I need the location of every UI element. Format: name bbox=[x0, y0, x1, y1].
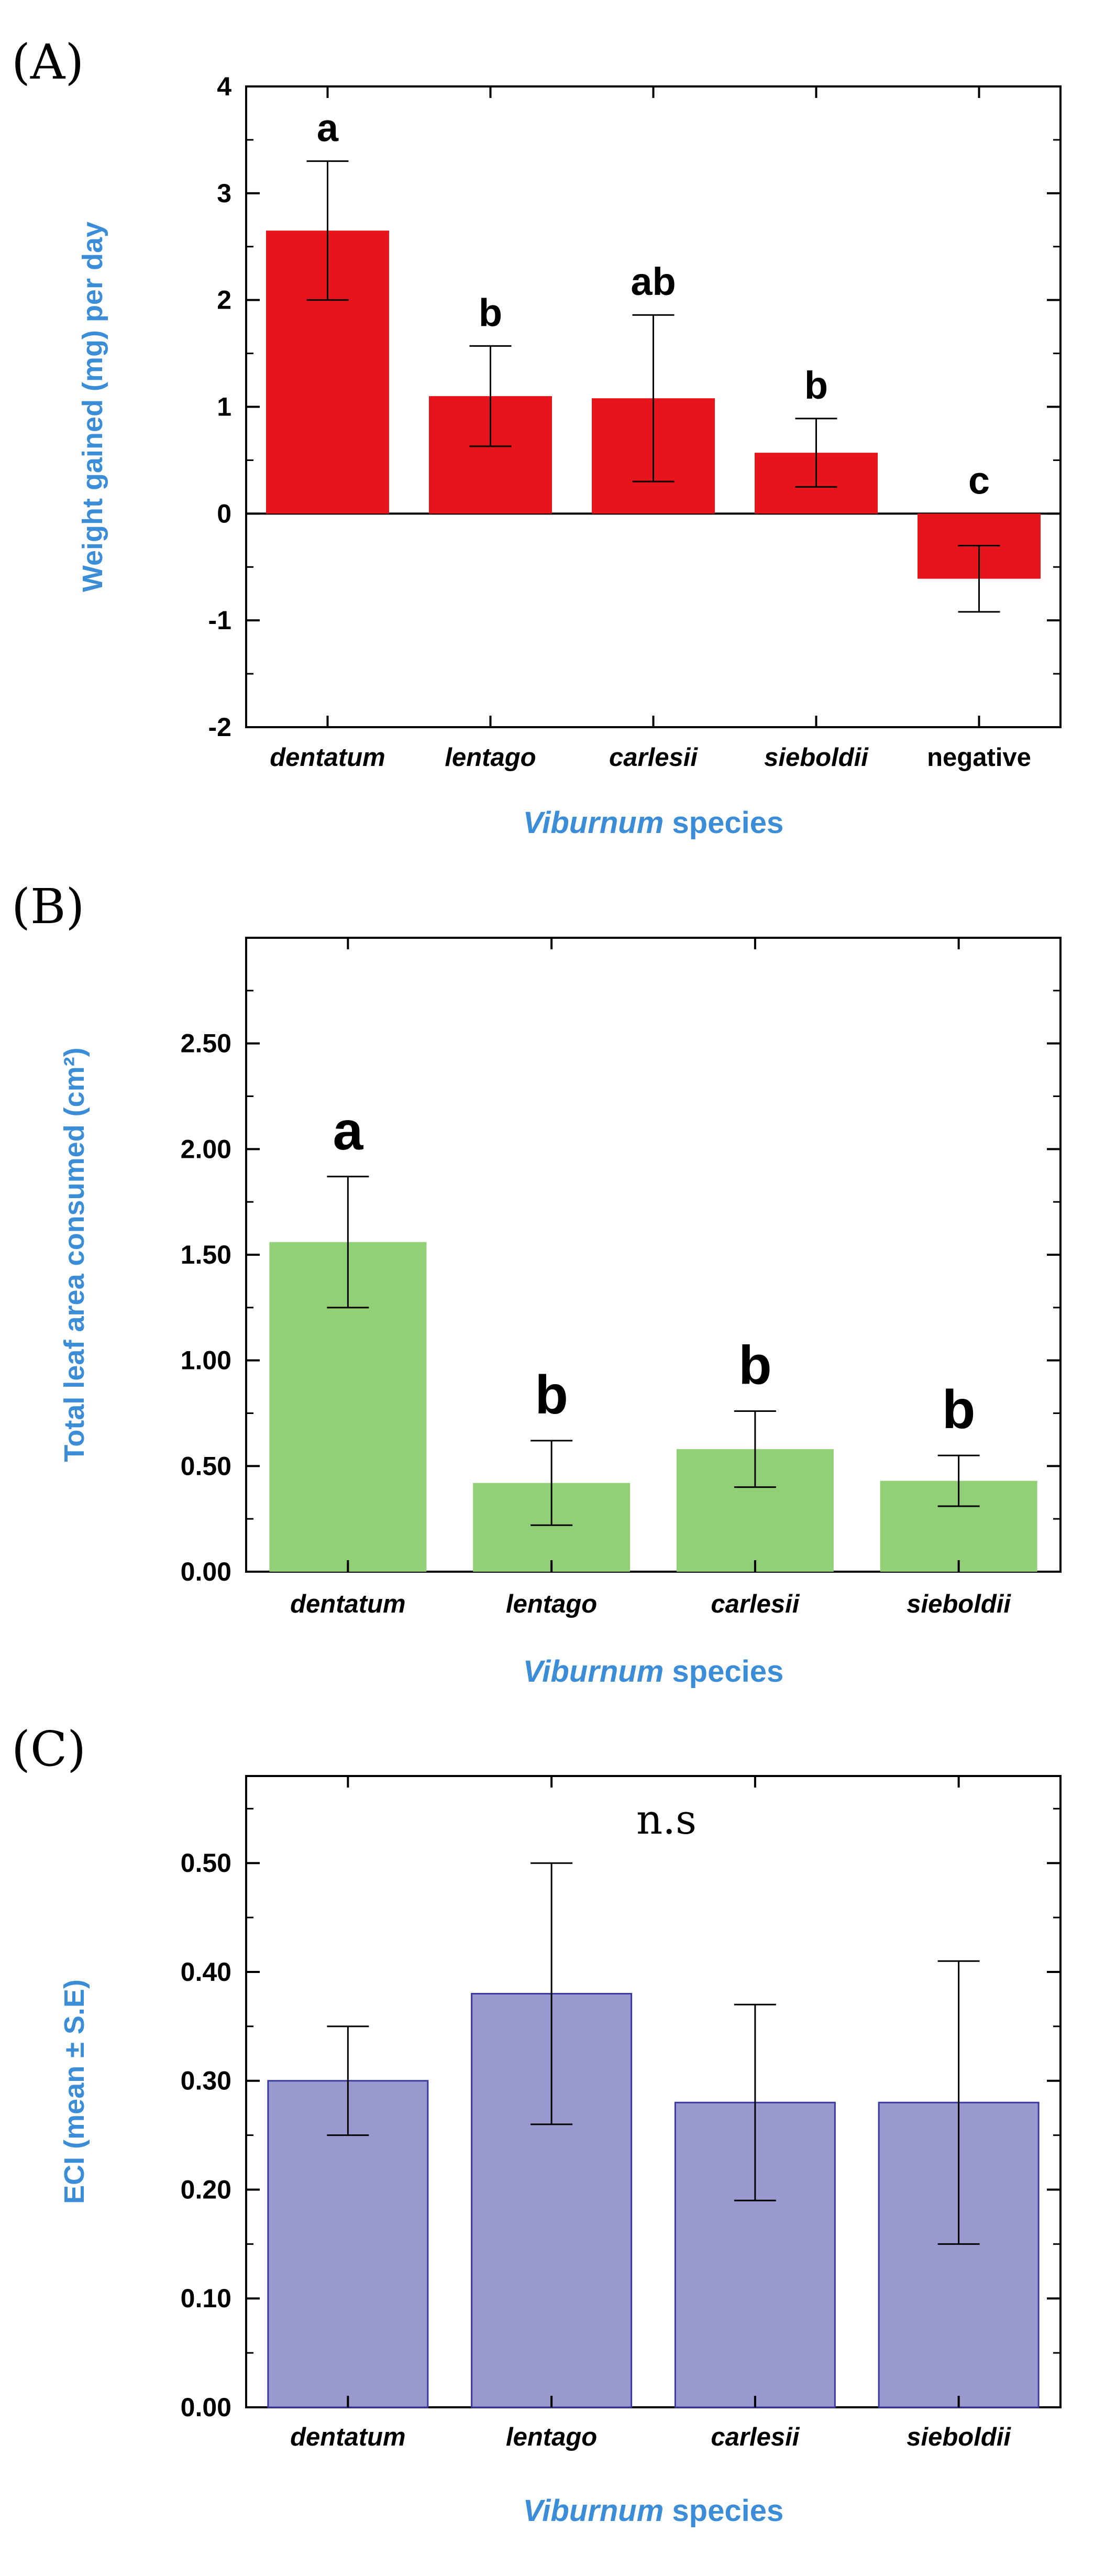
panel-a: (A) -2 -1 0 1 2 3 4 dentatum a lentago b carlesii ab… bbox=[12, 34, 1062, 840]
x-axis-title-genus: Viburnum bbox=[523, 2494, 664, 2528]
y-tick-label: 0.20 bbox=[181, 2175, 231, 2204]
panel-b-plot: 0.00 0.50 1.00 1.50 2.00 2.50 dentatum a lentago… bbox=[59, 937, 1062, 1689]
x-axis-title-genus: Viburnum bbox=[523, 806, 664, 840]
category-label-carlesii: carlesii bbox=[711, 1590, 800, 1618]
significance-letter: b bbox=[535, 1365, 568, 1426]
category-label-dentatum: dentatum bbox=[290, 1590, 406, 1618]
significance-letter: b bbox=[804, 364, 828, 407]
y-tick-label: 2 bbox=[217, 286, 231, 315]
error-bar-carlesii bbox=[632, 314, 675, 483]
panel-a-plot: -2 -1 0 1 2 3 4 dentatum a lentago b carlesii ab sieb… bbox=[77, 72, 1062, 840]
panel-a-label: (A) bbox=[12, 34, 84, 90]
error-bar-lentago bbox=[469, 345, 512, 447]
y-tick-label: 2.50 bbox=[181, 1029, 231, 1058]
significance-letter: b bbox=[942, 1379, 976, 1440]
category-label-sieboldii: sieboldii bbox=[907, 1590, 1011, 1618]
y-tick-label: 1.00 bbox=[181, 1346, 231, 1375]
error-bar-carlesii bbox=[734, 1410, 776, 1488]
significance-letter: ab bbox=[631, 260, 676, 303]
significance-letter: a bbox=[333, 1101, 363, 1161]
y-tick-label: 4 bbox=[217, 72, 231, 101]
x-axis-title-rest: species bbox=[664, 2494, 783, 2528]
significance-letter: a bbox=[317, 106, 339, 150]
annotation-ns: n.s bbox=[636, 1796, 697, 1844]
plot-frame bbox=[245, 1775, 1062, 2408]
error-bar-sieboldii bbox=[937, 1960, 980, 2245]
error-bar-sieboldii bbox=[795, 418, 837, 488]
category-label-sieboldii: sieboldii bbox=[907, 2423, 1011, 2451]
x-axis-title-rest: species bbox=[664, 1654, 783, 1689]
category-label-lentago: lentago bbox=[506, 2423, 597, 2451]
category-label-dentatum: dentatum bbox=[290, 2423, 406, 2451]
category-label-dentatum: dentatum bbox=[270, 743, 385, 772]
y-tick-label: 3 bbox=[217, 179, 231, 208]
y-tick-label: 1 bbox=[217, 392, 231, 422]
error-bar-lentago bbox=[531, 1440, 573, 1526]
significance-letter: c bbox=[968, 458, 990, 502]
y-axis-title: ECI (mean ± S.E) bbox=[59, 1979, 90, 2204]
x-axis-title-genus: Viburnum bbox=[523, 1654, 664, 1689]
y-tick-label: 0.00 bbox=[181, 1557, 231, 1586]
y-tick-label: -1 bbox=[208, 606, 231, 635]
error-bar-lentago bbox=[531, 1862, 573, 2125]
y-tick-label: 0.50 bbox=[181, 1848, 231, 1878]
category-label-sieboldii: sieboldii bbox=[764, 743, 869, 772]
category-label-lentago: lentago bbox=[506, 1590, 597, 1618]
panel-b: (B) 0.00 0.50 1.00 1.50 2.00 2.50 dentatum a len… bbox=[12, 879, 1062, 1689]
error-bar-carlesii bbox=[734, 2003, 776, 2201]
y-tick-label: 0 bbox=[217, 499, 231, 528]
y-tick-label: 0.00 bbox=[181, 2393, 231, 2422]
panel-b-label: (B) bbox=[12, 879, 84, 935]
x-axis-title: Viburnum species bbox=[523, 806, 783, 840]
y-tick-label: 0.10 bbox=[181, 2284, 231, 2313]
panel-c-plot: 0.00 0.10 0.20 0.30 0.40 0.50 dentatum lentago c… bbox=[59, 1775, 1062, 2528]
y-axis-title: Weight gained (mg) per day bbox=[77, 222, 108, 592]
y-tick-label: 2.00 bbox=[181, 1134, 231, 1164]
error-bar-negative bbox=[958, 544, 1000, 613]
error-bar-dentatum bbox=[306, 160, 349, 301]
error-bar-sieboldii bbox=[937, 1454, 980, 1507]
significance-letter: b bbox=[479, 291, 502, 334]
category-label-negative: negative bbox=[927, 743, 1031, 772]
x-axis-title: Viburnum species bbox=[523, 2494, 783, 2528]
error-bar-dentatum bbox=[327, 2025, 369, 2136]
x-axis-title-rest: species bbox=[664, 806, 783, 840]
y-axis-title: Total leaf area consumed (cm²) bbox=[59, 1047, 90, 1462]
y-tick-label: -2 bbox=[208, 712, 231, 742]
y-tick-label: 0.50 bbox=[181, 1451, 231, 1481]
category-label-lentago: lentago bbox=[445, 743, 536, 772]
y-tick-label: 0.40 bbox=[181, 1957, 231, 1987]
category-label-carlesii: carlesii bbox=[609, 743, 698, 772]
panel-c: (C) 0.00 0.10 0.20 0.30 0.40 0.50 dentatum lent… bbox=[12, 1721, 1062, 2528]
category-label-carlesii: carlesii bbox=[711, 2423, 800, 2451]
y-tick-label: 1.50 bbox=[181, 1240, 231, 1269]
panel-c-label: (C) bbox=[12, 1721, 86, 1777]
y-tick-label: 0.30 bbox=[181, 2066, 231, 2096]
x-axis-title: Viburnum species bbox=[523, 1654, 783, 1689]
error-bar-dentatum bbox=[327, 1176, 369, 1309]
significance-letter: b bbox=[738, 1335, 772, 1396]
